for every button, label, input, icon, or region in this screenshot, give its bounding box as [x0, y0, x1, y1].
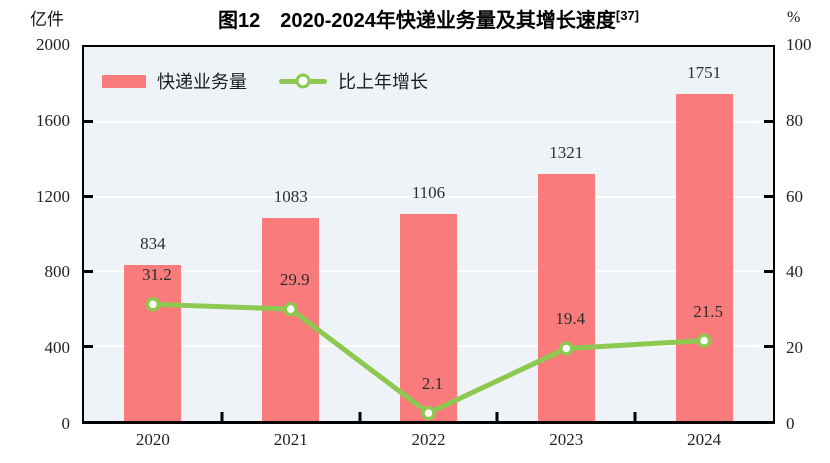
growth-line: [152, 301, 705, 416]
legend: 快递业务量 比上年增长: [102, 68, 428, 94]
x-axis-tick: [220, 412, 224, 421]
growth-point-marker: [696, 333, 712, 348]
growth-value-label: 31.2: [142, 265, 172, 285]
plot-area: 834 1083 1106 1321 1751 31.2 29.9 2.1 19.4 21.5 快…: [82, 45, 775, 424]
bar-value-label: 1321: [549, 142, 584, 162]
x-axis-tick: [633, 412, 637, 421]
gridline: [84, 195, 773, 198]
left-axis-label: 400: [44, 338, 71, 358]
x-axis-label-2023: 2023: [549, 430, 584, 449]
left-axis-tick: [84, 344, 93, 348]
growth-line-layer: [145, 297, 712, 421]
x-axis-tick: [495, 412, 499, 421]
x-axis-label-2021: 2021: [273, 430, 308, 449]
right-axis-label: 40: [786, 262, 803, 282]
gridline: [84, 120, 773, 123]
bar-value-label: 834: [140, 234, 166, 254]
left-axis-tick: [84, 120, 93, 124]
right-axis-tick: [764, 120, 773, 124]
bar-2020: [124, 265, 182, 421]
x-axis-label-2024: 2024: [687, 430, 722, 449]
chart-title-footnote-ref: [37]: [615, 8, 639, 23]
chart-title-text: 图12 2020-2024年快递业务量及其增长速度: [217, 10, 616, 32]
bar-2022: [400, 214, 457, 421]
plot-inner: 834 1083 1106 1321 1751 31.2 29.9 2.1 19.4 21.5: [84, 47, 773, 421]
x-axis-label-2020: 2020: [135, 430, 170, 449]
bar-value-label: 1106: [411, 183, 446, 203]
right-axis-unit: %: [787, 9, 801, 26]
legend-line-dot-icon: [295, 73, 311, 89]
bar-2023: [537, 173, 595, 421]
right-axis-label: 60: [786, 186, 803, 206]
chart-title: 图12 2020-2024年快递业务量及其增长速度[37]: [82, 4, 775, 33]
x-axis-tick: [358, 412, 362, 421]
left-axis-label: 800: [44, 262, 71, 282]
left-axis-label: 0: [61, 414, 71, 433]
growth-value-label: 29.9: [279, 270, 310, 290]
growth-point-marker: [283, 301, 298, 317]
growth-point-marker: [421, 405, 436, 421]
legend-bar-label: 快递业务量: [157, 72, 247, 92]
growth-point-marker: [559, 341, 574, 356]
right-axis-label: 20: [786, 338, 803, 358]
growth-point-marker: [145, 297, 161, 312]
left-axis-label: 1200: [36, 186, 70, 206]
right-axis-label: 100: [786, 35, 812, 54]
left-axis-label: 2000: [36, 35, 70, 54]
left-axis-tick: [84, 195, 93, 199]
legend-bar-swatch: [102, 74, 146, 88]
left-axis-label: 1600: [36, 110, 70, 130]
right-axis-tick: [764, 269, 773, 273]
bar-2021: [262, 218, 320, 421]
growth-value-label: 2.1: [421, 374, 444, 394]
right-axis-tick: [764, 195, 773, 199]
legend-line-label: 比上年增长: [338, 72, 428, 92]
x-axis-label-2022: 2022: [411, 430, 446, 449]
growth-value-label: 21.5: [693, 301, 723, 321]
left-axis-tick: [84, 269, 93, 273]
right-axis-label: 0: [786, 414, 795, 433]
bar-value-label: 1751: [687, 62, 722, 82]
bar-2024: [675, 93, 733, 421]
legend-line-marker-icon: [279, 72, 327, 90]
right-axis-tick: [764, 344, 773, 348]
bar-value-label: 1083: [273, 187, 308, 207]
left-axis-unit: 亿件: [30, 10, 64, 29]
right-axis-label: 80: [786, 110, 803, 130]
growth-value-label: 19.4: [555, 309, 586, 329]
